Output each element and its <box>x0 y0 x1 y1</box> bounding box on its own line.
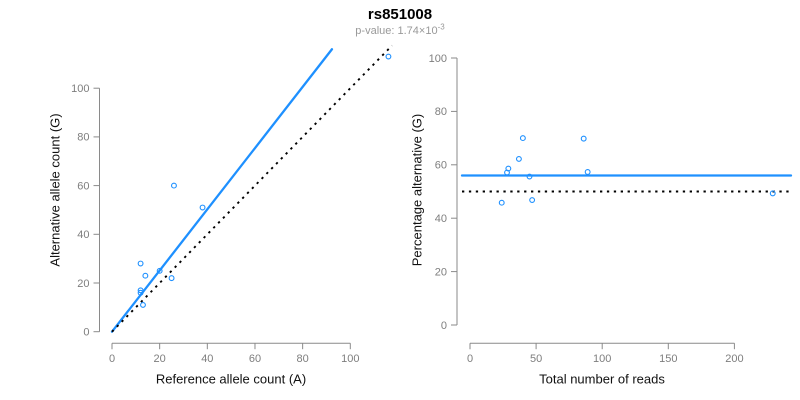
page-title: rs851008 <box>367 6 433 23</box>
data-point <box>515 155 522 162</box>
y-tick-label: 20 <box>77 278 89 290</box>
reference-dotted-line <box>111 44 393 333</box>
left-scatter-plot: 0 20 40 60 80 100 0 20 40 60 80 100 <box>71 44 393 365</box>
data-point <box>385 53 392 60</box>
data-point <box>504 169 510 176</box>
left-x-axis-title: Reference allele count (A) <box>155 371 307 387</box>
y-tick-label: 60 <box>435 160 447 172</box>
p-value-exponent: -3 <box>437 22 445 32</box>
y-tick-label: 60 <box>77 180 89 192</box>
data-point <box>142 272 149 279</box>
x-tick-label: 100 <box>341 353 359 365</box>
y-tick-label: 40 <box>435 213 447 225</box>
y-tick-label: 80 <box>77 132 89 144</box>
p-value-subtitle: p-value: 1.74×10-3 <box>355 22 445 37</box>
data-point <box>156 267 163 274</box>
x-tick-label: 100 <box>593 353 611 365</box>
right-x-axis-title: Total number of reads <box>539 371 665 387</box>
data-point <box>171 182 177 189</box>
x-tick-label: 60 <box>249 353 261 365</box>
x-tick-label: 50 <box>530 353 542 365</box>
x-tick-label: 20 <box>154 353 166 365</box>
data-point <box>498 199 505 206</box>
left-y-axis-title: Alternative allele count (G) <box>47 113 63 267</box>
y-tick-label: 40 <box>77 229 89 241</box>
data-point <box>140 301 146 308</box>
data-point <box>580 135 587 142</box>
x-tick-label: 0 <box>467 353 473 365</box>
data-point <box>769 190 776 197</box>
y-tick-label: 0 <box>441 320 447 332</box>
y-tick-label: 100 <box>71 83 89 95</box>
y-tick-label: 20 <box>435 266 447 278</box>
data-point <box>199 204 206 211</box>
x-tick-label: 0 <box>109 353 115 365</box>
data-point <box>519 135 526 142</box>
p-value-text: p-value: 1.74×10 <box>355 25 438 37</box>
data-point <box>137 260 144 267</box>
data-point <box>137 289 144 296</box>
data-point <box>168 275 175 282</box>
fitted-line <box>110 48 334 333</box>
x-tick-label: 40 <box>201 353 213 365</box>
y-tick-label: 80 <box>435 106 447 118</box>
right-scatter-plot: 0 20 40 60 80 100 0 50 100 150 200 <box>429 53 793 365</box>
data-point <box>137 287 144 294</box>
x-tick-label: 150 <box>659 353 677 365</box>
data-point <box>526 173 533 180</box>
y-tick-label: 0 <box>83 327 89 339</box>
x-tick-label: 80 <box>297 353 309 365</box>
data-point <box>584 169 591 175</box>
data-point <box>529 197 536 203</box>
right-y-axis-title: Percentage alternative (G) <box>409 113 425 267</box>
y-tick-label: 100 <box>429 53 447 65</box>
x-tick-label: 200 <box>725 353 743 365</box>
